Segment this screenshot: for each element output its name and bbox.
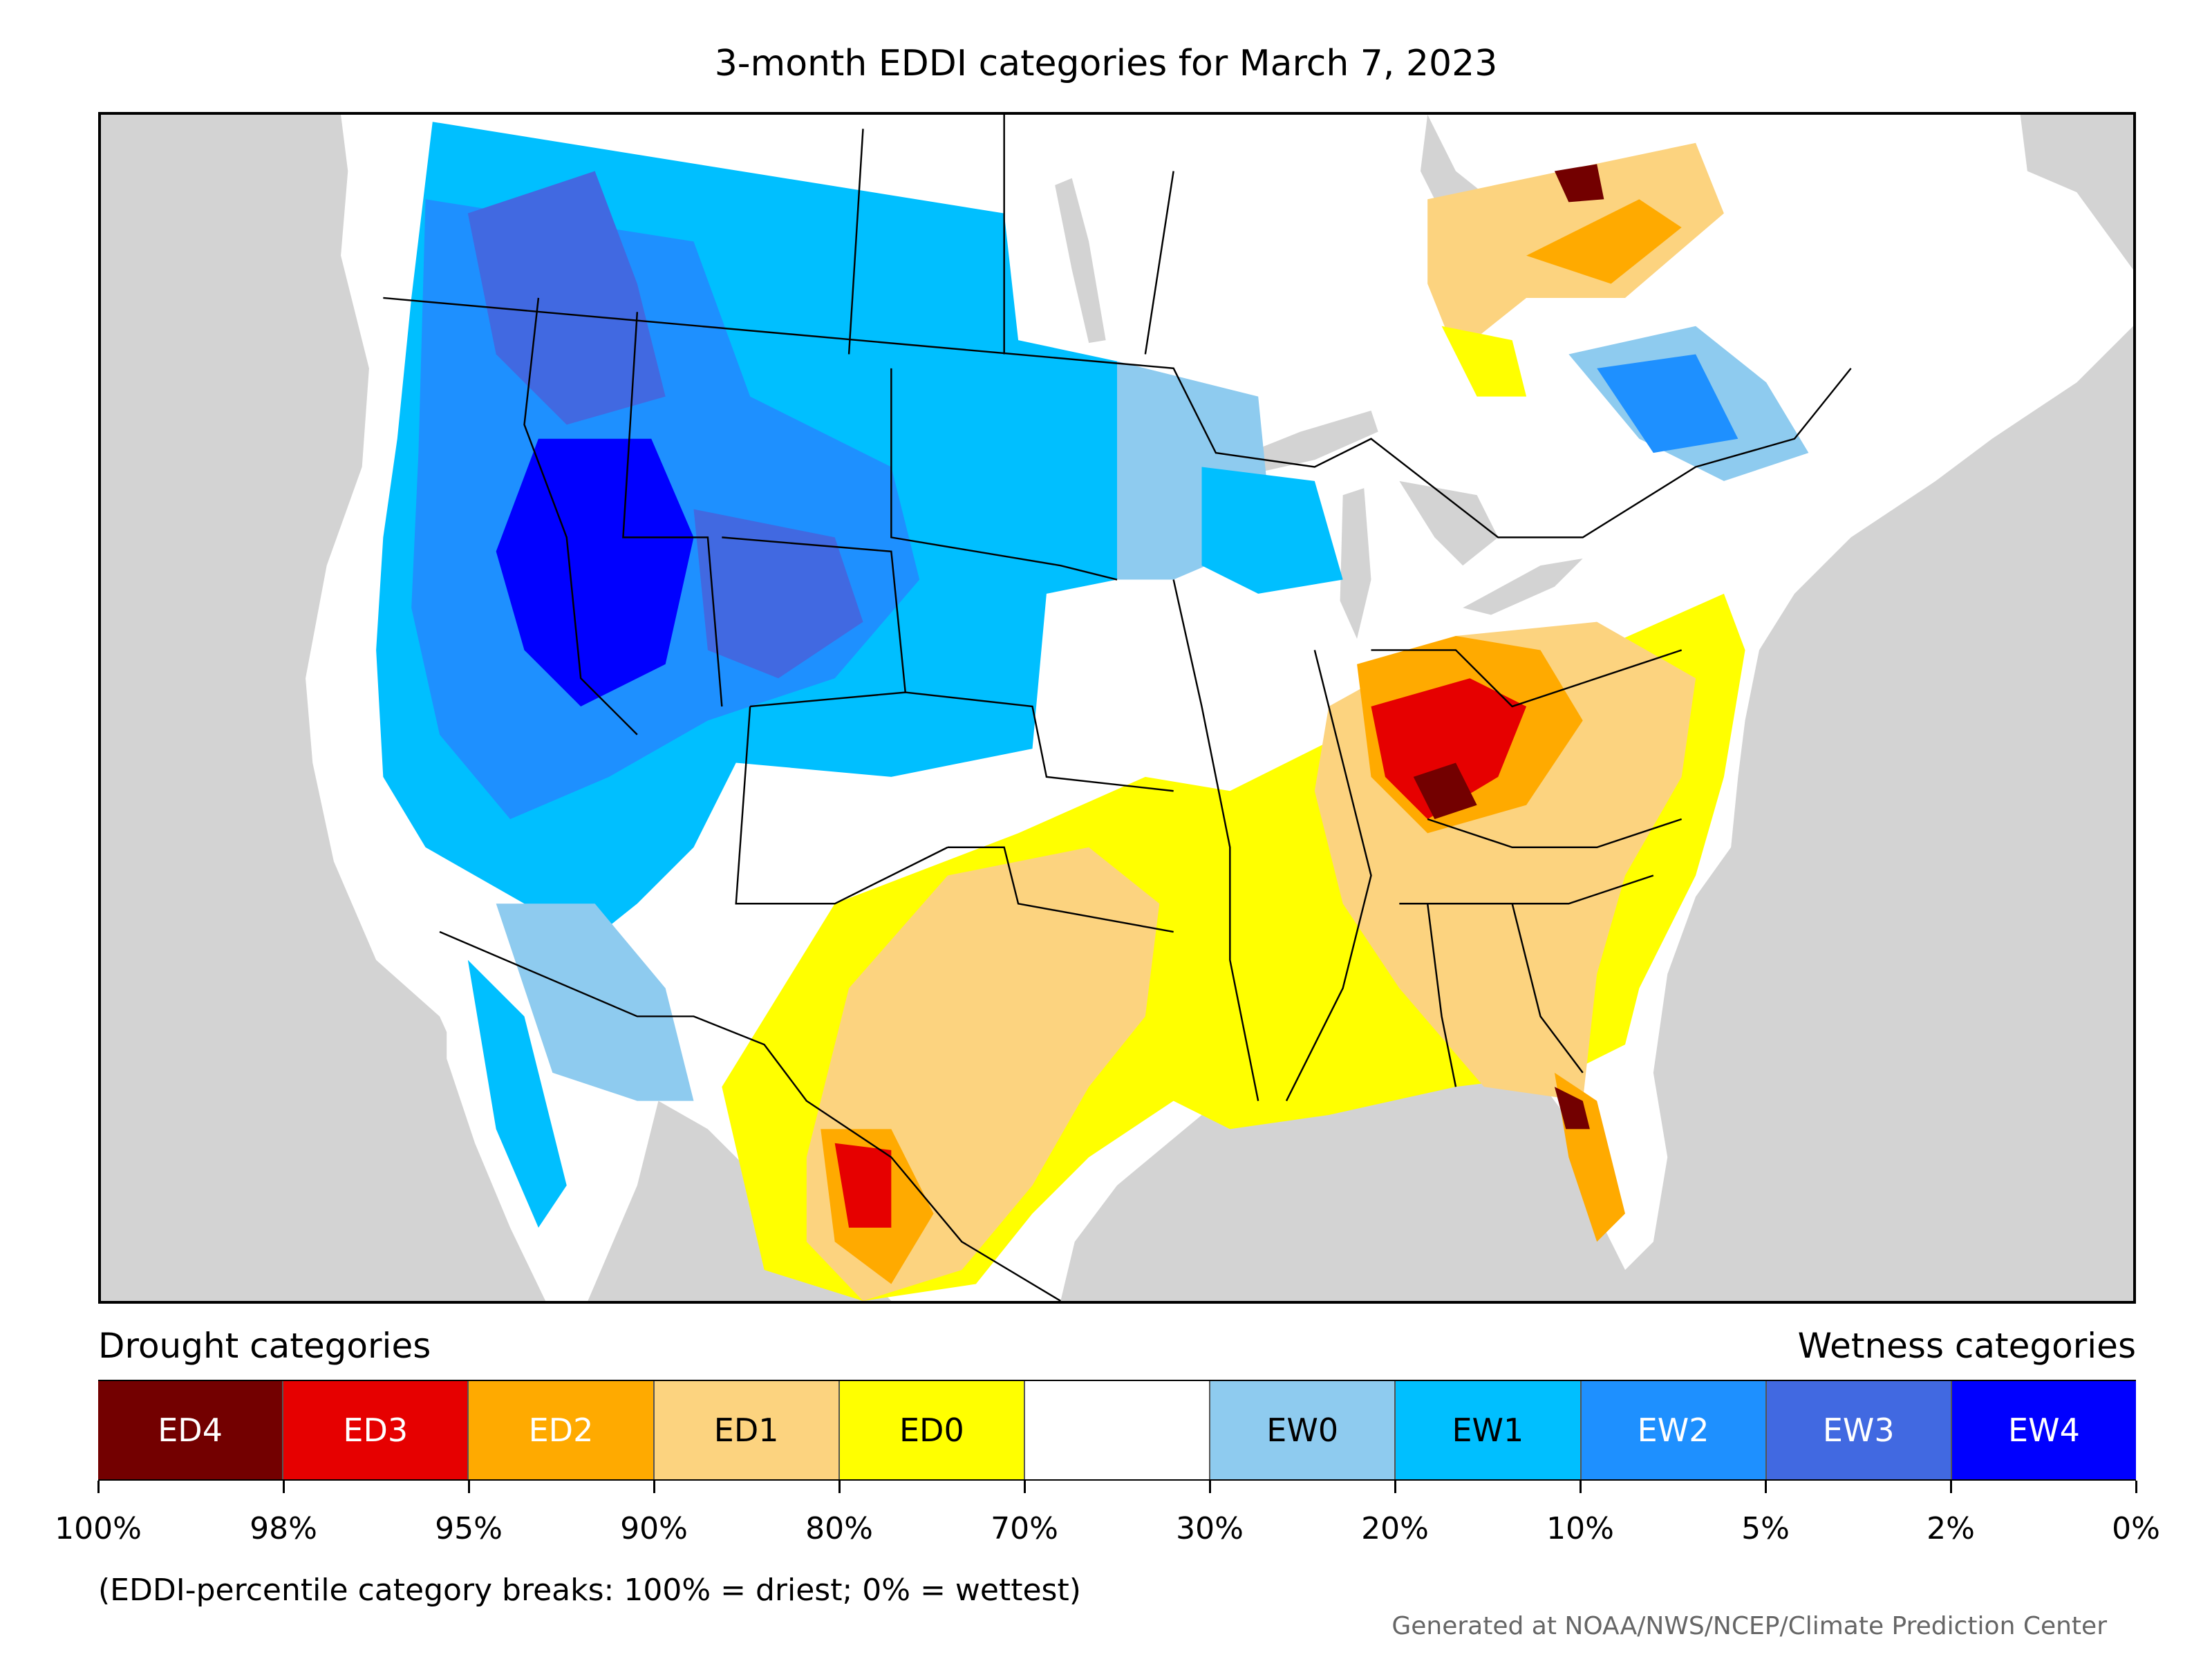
water-lake-winnipeg (1055, 178, 1106, 344)
legend-seg-ew2: EW2 (1580, 1381, 1765, 1479)
tick-label-100: 100% (55, 1511, 142, 1546)
legend-label-ed2: ED2 (528, 1412, 594, 1449)
wetness-categories-heading: Wetness categories (1797, 1326, 2136, 1366)
legend-tick (1023, 1481, 1026, 1493)
legend-tick (838, 1481, 841, 1493)
tick-label-2: 2% (1927, 1511, 1975, 1546)
water-lake-michigan (1340, 488, 1371, 639)
wetness-areas (376, 122, 1809, 1228)
water-lake-huron (1399, 480, 1499, 566)
legend-seg-ew1: EW1 (1394, 1381, 1580, 1479)
eddi-map (98, 112, 2136, 1304)
legend-label-ed4: ED4 (158, 1412, 223, 1449)
legend-label-ew1: EW1 (1452, 1412, 1524, 1449)
water-lake-erie (1463, 558, 1583, 615)
legend-seg-ed0: ED0 (838, 1381, 1024, 1479)
legend-label-ed0: ED0 (899, 1412, 964, 1449)
legend-seg-ed1: ED1 (653, 1381, 838, 1479)
legend-tick (653, 1481, 655, 1493)
legend-color-bar: ED4 ED3 ED2 ED1 ED0 EW0 EW1 EW2 EW3 EW4 (98, 1380, 2137, 1481)
legend-tick (1764, 1481, 1767, 1493)
tick-label-0: 0% (2112, 1511, 2160, 1546)
tick-label-95: 95% (435, 1511, 503, 1546)
boundaries (383, 115, 1852, 1301)
legend-label-ew2: EW2 (1637, 1412, 1709, 1449)
legend-tick (97, 1481, 100, 1493)
tick-label-80: 80% (805, 1511, 873, 1546)
legend-seg-ew0: EW0 (1209, 1381, 1395, 1479)
legend-seg-normal (1023, 1381, 1210, 1479)
tick-label-10: 10% (1546, 1511, 1614, 1546)
drought-categories-heading: Drought categories (98, 1326, 431, 1366)
legend-seg-ed2: ED2 (467, 1381, 653, 1479)
legend-seg-ew4: EW4 (1950, 1381, 2137, 1479)
legend-label-ew3: EW3 (1822, 1412, 1895, 1449)
map-svg (101, 115, 2133, 1301)
tick-label-90: 90% (620, 1511, 688, 1546)
legend-label-ed3: ED3 (343, 1412, 409, 1449)
us-mexico-border (439, 930, 1061, 1301)
credit-line: Generated at NOAA/NWS/NCEP/Climate Predi… (1391, 1612, 2107, 1640)
us-canada-border (383, 297, 1852, 538)
legend-label-ew4: EW4 (2008, 1412, 2080, 1449)
legend-tick (2135, 1481, 2137, 1493)
legend-seg-ed3: ED3 (282, 1381, 468, 1479)
legend-seg-ew3: EW3 (1765, 1381, 1951, 1479)
drought-areas (722, 142, 1745, 1301)
water-lake-superior (1230, 410, 1378, 474)
legend-tick (282, 1481, 285, 1493)
legend-tick (1394, 1481, 1396, 1493)
tick-label-20: 20% (1361, 1511, 1429, 1546)
tick-label-30: 30% (1176, 1511, 1244, 1546)
legend-ticks (97, 1481, 2137, 1494)
legend-tick (1949, 1481, 1952, 1493)
legend-tick (1208, 1481, 1211, 1493)
legend-label-ed1: ED1 (713, 1412, 779, 1449)
tick-label-70: 70% (991, 1511, 1058, 1546)
map-title: 3-month EDDI categories for March 7, 202… (714, 43, 1498, 84)
legend-seg-ed4: ED4 (98, 1381, 283, 1479)
legend-label-ew0: EW0 (1266, 1412, 1339, 1449)
category-breaks-note: (EDDI-percentile category breaks: 100% =… (98, 1573, 1081, 1608)
legend-tick (467, 1481, 470, 1493)
tick-label-5: 5% (1741, 1511, 1790, 1546)
legend-tick (1579, 1481, 1582, 1493)
tick-label-98: 98% (250, 1511, 317, 1546)
